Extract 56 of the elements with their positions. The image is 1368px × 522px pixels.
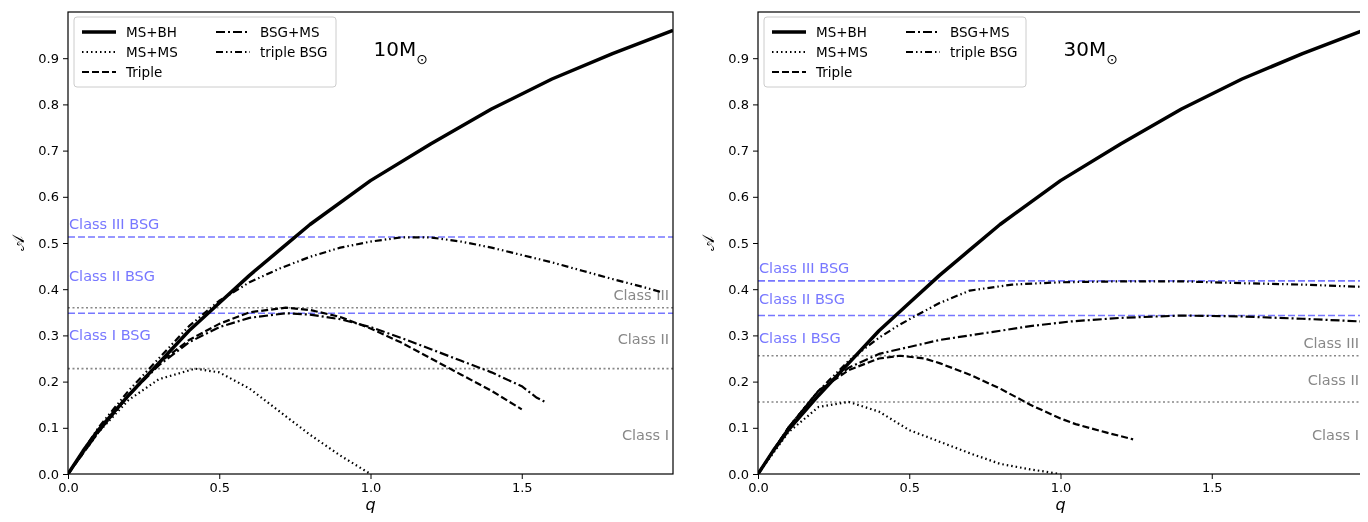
legend-label: MS+MS (126, 44, 178, 60)
x-axis-title: q (1055, 495, 1066, 514)
x-tick-label: 0.5 (209, 480, 231, 496)
y-tick-label: 0.7 (728, 143, 749, 159)
y-tick-label: 0.4 (38, 281, 59, 297)
y-tick-label: 0.6 (728, 189, 749, 205)
x-tick-label: 0.5 (899, 480, 921, 496)
y-tick-label: 0.3 (728, 328, 749, 344)
legend-label: Triple (125, 64, 163, 80)
y-tick-label: 0.5 (728, 235, 749, 251)
y-tick-label: 0.0 (38, 466, 59, 482)
legend-label: BSG+MS (260, 24, 320, 40)
legend-label: MS+BH (126, 24, 177, 40)
x-tick-label: 1.5 (1201, 480, 1223, 496)
y-tick-label: 0.1 (728, 420, 749, 436)
legend-label: MS+BH (816, 24, 867, 40)
y-axis-title: 𝒜 (699, 233, 718, 251)
x-tick-label: 0.0 (58, 480, 79, 496)
ref-line-label: Class III BSG (69, 215, 160, 232)
y-tick-label: 0.7 (38, 143, 59, 159)
ref-line-label: Class III BSG (759, 259, 850, 276)
text: 10M$_{⊙}$ (373, 37, 428, 67)
y-tick-label: 0.1 (38, 420, 59, 436)
y-tick-label: 0.2 (728, 374, 749, 390)
y-tick-label: 0.9 (38, 50, 59, 66)
legend-label: triple BSG (260, 44, 328, 60)
x-tick-label: 1.5 (511, 480, 533, 496)
x-axis-title: q (365, 495, 376, 514)
ref-line-label: Class II (1307, 371, 1359, 388)
legend-label: MS+MS (816, 44, 868, 60)
ref-line-label: Class II (617, 331, 669, 348)
legend-label: Triple (815, 64, 853, 80)
y-tick-label: 0.4 (728, 281, 749, 297)
y-tick-label: 0.8 (38, 97, 59, 113)
y-tick-label: 0.8 (728, 97, 749, 113)
ref-line-label: Class III (613, 286, 669, 303)
y-axis-title: 𝒜 (9, 233, 28, 251)
annotation: Class I (1311, 427, 1359, 443)
annotation: Class I (621, 427, 669, 443)
y-tick-label: 0.9 (728, 50, 749, 66)
annotation: Class I BSG (759, 329, 841, 346)
y-tick-label: 0.5 (38, 235, 59, 251)
annotation: Class I BSG (69, 327, 151, 344)
y-tick-label: 0.3 (38, 328, 59, 344)
legend-label: BSG+MS (950, 24, 1010, 40)
y-tick-label: 0.2 (38, 374, 59, 390)
ref-line-label: Class II BSG (759, 291, 846, 308)
legend-label: triple BSG (950, 44, 1018, 60)
x-tick-label: 1.0 (1050, 480, 1072, 496)
ref-line-label: Class II BSG (69, 268, 156, 285)
text: 30M$_{⊙}$ (1063, 37, 1118, 67)
y-tick-label: 0.6 (38, 189, 59, 205)
x-tick-label: 0.0 (748, 480, 769, 496)
x-tick-label: 1.0 (360, 480, 382, 496)
ref-line-label: Class III (1303, 334, 1359, 351)
y-tick-label: 0.0 (728, 466, 749, 482)
